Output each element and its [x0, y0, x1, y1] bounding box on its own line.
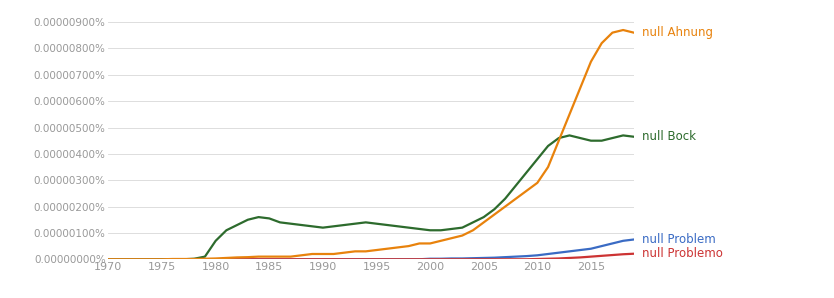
Text: null Problem: null Problem: [642, 233, 716, 246]
Text: null Problemo: null Problemo: [642, 247, 723, 260]
Text: null Bock: null Bock: [642, 130, 696, 143]
Text: null Ahnung: null Ahnung: [642, 26, 713, 39]
